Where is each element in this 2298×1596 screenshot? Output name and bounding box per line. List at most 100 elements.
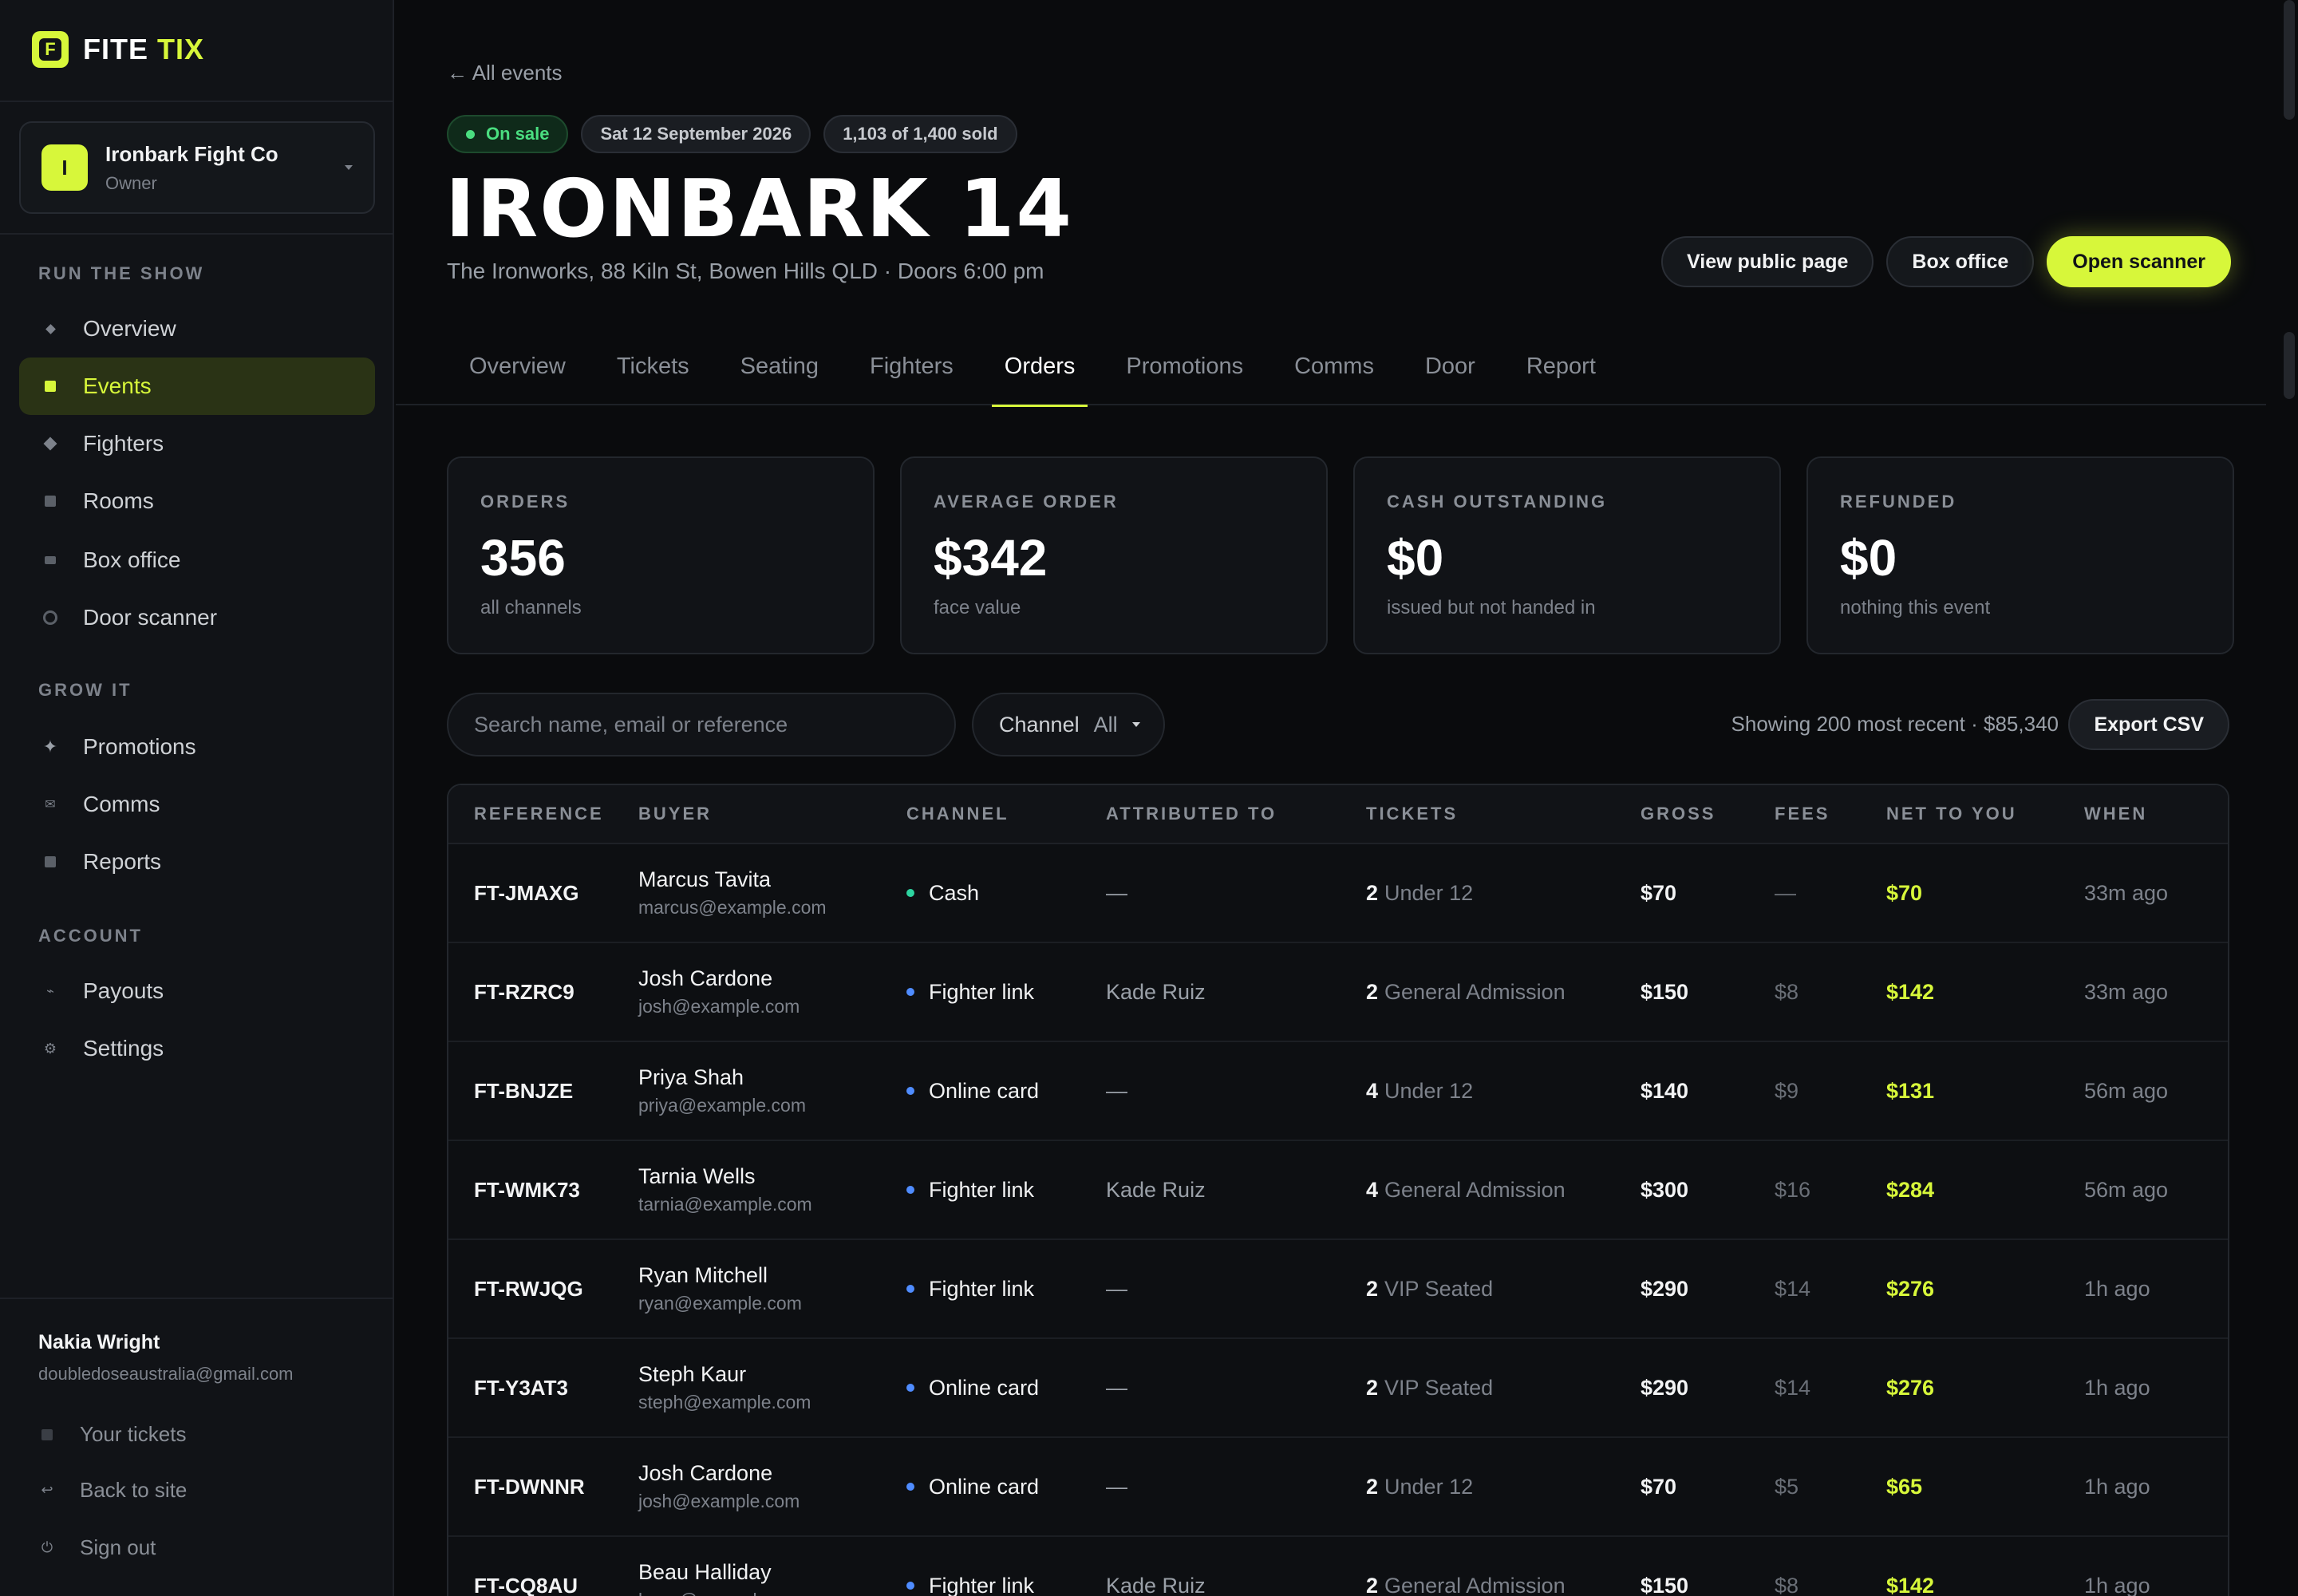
sparkle-icon: ✦ <box>42 737 58 757</box>
tab-overview[interactable]: Overview <box>469 353 566 379</box>
ticket-quantity: 2 <box>1366 1474 1379 1499</box>
stat-value: $342 <box>934 529 1048 587</box>
gross-amount: $140 <box>1641 1078 1689 1103</box>
back-link[interactable]: ← All events <box>447 61 563 85</box>
sidebar-item-box-office[interactable]: Box office <box>19 531 375 589</box>
sidebar-item-comms[interactable]: ✉ Comms <box>19 776 375 833</box>
channel-cell: Online card <box>906 1475 1106 1499</box>
order-time: 1h ago <box>2084 1375 2150 1400</box>
footer-link-label: Back to site <box>80 1478 188 1502</box>
sidebar-item-door-scanner[interactable]: Door scanner <box>19 589 375 646</box>
order-reference[interactable]: FT-RZRC9 <box>474 979 574 1004</box>
table-row[interactable]: FT-Y3AT3 Steph Kaur steph@example.com Onlin… <box>448 1339 2228 1438</box>
gross-amount: $290 <box>1641 1276 1689 1301</box>
order-reference[interactable]: FT-CQ8AU <box>474 1573 578 1596</box>
stat-label: ORDERS <box>480 492 571 512</box>
sidebar-item-payouts[interactable]: ⌁ Payouts <box>19 962 375 1020</box>
table-row[interactable]: FT-JMAXG Marcus Tavita marcus@example.com C… <box>448 844 2228 943</box>
order-reference[interactable]: FT-JMAXG <box>474 880 579 905</box>
tab-tickets[interactable]: Tickets <box>616 353 689 379</box>
tab-promotions[interactable]: Promotions <box>1126 353 1244 379</box>
brand-word-2: TIX <box>157 33 205 65</box>
column-header-channel[interactable]: CHANNEL <box>906 804 1009 824</box>
sidebar-item-overview[interactable]: Overview <box>19 300 375 358</box>
calendar-icon <box>41 377 59 395</box>
buyer-email: tarnia@example.com <box>638 1194 812 1215</box>
ticket-type: General Admission <box>1384 979 1566 1004</box>
fees-amount: $8 <box>1775 979 1799 1004</box>
stat-value: $0 <box>1840 529 1897 587</box>
tabs-scrollbar-thumb[interactable] <box>2284 332 2295 399</box>
buyer-name: Marcus Tavita <box>638 867 772 891</box>
tab-orders[interactable]: Orders <box>982 327 1098 407</box>
channel-dot-icon <box>906 1186 914 1194</box>
tab-seating[interactable]: Seating <box>740 353 819 379</box>
stat-value: 356 <box>480 529 566 587</box>
channel-cell: Online card <box>906 1079 1106 1104</box>
org-name: Ironbark Fight Co <box>105 141 278 166</box>
column-header-tickets[interactable]: TICKETS <box>1366 804 1459 824</box>
channel-name: Online card <box>929 1078 1040 1103</box>
sidebar-item-label: Overview <box>83 316 176 341</box>
search-input[interactable]: Search name, email or reference <box>447 693 956 757</box>
sidebar-item-reports[interactable]: Reports <box>19 833 375 891</box>
sidebar-item-events[interactable]: Events <box>19 358 375 415</box>
sidebar-item-label: Settings <box>83 1036 164 1061</box>
sidebar-item-promotions[interactable]: ✦ Promotions <box>19 718 375 776</box>
export-csv-button[interactable]: Export CSV <box>2068 699 2229 750</box>
footer-link-your-tickets[interactable]: Your tickets <box>38 1422 186 1447</box>
channel-filter[interactable]: Channel All <box>972 693 1165 757</box>
table-row[interactable]: FT-RWJQG Ryan Mitchell ryan@example.com Fig… <box>448 1240 2228 1339</box>
page-scrollbar-thumb[interactable] <box>2284 0 2295 120</box>
results-summary: Showing 200 most recent · $85,340 <box>1731 712 2059 736</box>
buyer-name: Josh Cardone <box>638 1461 773 1485</box>
attributed-to: — <box>1106 1276 1127 1301</box>
brand-logo[interactable]: F FITE TIX <box>32 30 204 69</box>
sidebar-item-label: Rooms <box>83 488 154 513</box>
order-reference[interactable]: FT-Y3AT3 <box>474 1375 568 1400</box>
fees-amount: $9 <box>1775 1078 1799 1103</box>
open-scanner-button[interactable]: Open scanner <box>2047 236 2231 287</box>
order-reference[interactable]: FT-WMK73 <box>474 1177 580 1202</box>
column-header-attributed-to[interactable]: ATTRIBUTED TO <box>1106 804 1277 824</box>
tab-report[interactable]: Report <box>1526 353 1596 379</box>
order-reference[interactable]: FT-RWJQG <box>474 1276 583 1301</box>
column-header-when[interactable]: WHEN <box>2084 804 2148 824</box>
orders-toolbar: Search name, email or reference Channel … <box>447 693 2229 757</box>
column-header-net-to-you[interactable]: NET TO YOU <box>1886 804 2017 824</box>
column-header-buyer[interactable]: BUYER <box>638 804 713 824</box>
sidebar-item-settings[interactable]: ⚙ Settings <box>19 1020 375 1077</box>
channel-name: Online card <box>929 1375 1040 1400</box>
column-header-reference[interactable]: REFERENCE <box>474 804 604 824</box>
attributed-to: — <box>1106 1375 1127 1400</box>
table-row[interactable]: FT-WMK73 Tarnia Wells tarnia@example.com Fi… <box>448 1141 2228 1240</box>
order-time: 1h ago <box>2084 1573 2150 1596</box>
buyer-email: priya@example.com <box>638 1095 806 1116</box>
gross-amount: $150 <box>1641 1573 1689 1596</box>
column-header-fees[interactable]: FEES <box>1775 804 1830 824</box>
table-row[interactable]: FT-DWNNR Josh Cardone josh@example.com Onli… <box>448 1438 2228 1537</box>
org-switcher[interactable]: I Ironbark Fight Co Owner <box>19 121 375 214</box>
sidebar-item-fighters[interactable]: Fighters <box>19 415 375 472</box>
table-row[interactable]: FT-CQ8AU Beau Halliday beau@example.com Fig… <box>448 1537 2228 1596</box>
footer-link-sign-out[interactable]: ⏻ Sign out <box>38 1535 156 1560</box>
sidebar-item-rooms[interactable]: Rooms <box>19 472 375 530</box>
sidebar-item-label: Payouts <box>83 978 164 1003</box>
tickets-cell: 2 VIP Seated <box>1366 1277 1641 1302</box>
footer-link-back-to-site[interactable]: ↩ Back to site <box>38 1478 187 1503</box>
sidebar: F FITE TIX I Ironbark Fight Co Owner RUN… <box>0 0 394 1596</box>
table-row[interactable]: FT-BNJZE Priya Shah priya@example.com Onlin… <box>448 1042 2228 1141</box>
stat-caption: nothing this event <box>1840 597 1991 618</box>
column-header-gross[interactable]: GROSS <box>1641 804 1716 824</box>
order-reference[interactable]: FT-BNJZE <box>474 1078 574 1103</box>
view-public-page-button[interactable]: View public page <box>1661 236 1874 287</box>
status-badge: On sale <box>447 115 569 153</box>
tab-comms[interactable]: Comms <box>1294 353 1374 379</box>
tab-fighters[interactable]: Fighters <box>870 353 954 379</box>
divider <box>0 233 394 235</box>
box-office-button[interactable]: Box office <box>1886 236 2035 287</box>
order-reference[interactable]: FT-DWNNR <box>474 1474 585 1499</box>
table-row[interactable]: FT-RZRC9 Josh Cardone josh@example.com Figh… <box>448 943 2228 1042</box>
tab-door[interactable]: Door <box>1424 353 1475 379</box>
channel-cell: Fighter link <box>906 1178 1106 1203</box>
